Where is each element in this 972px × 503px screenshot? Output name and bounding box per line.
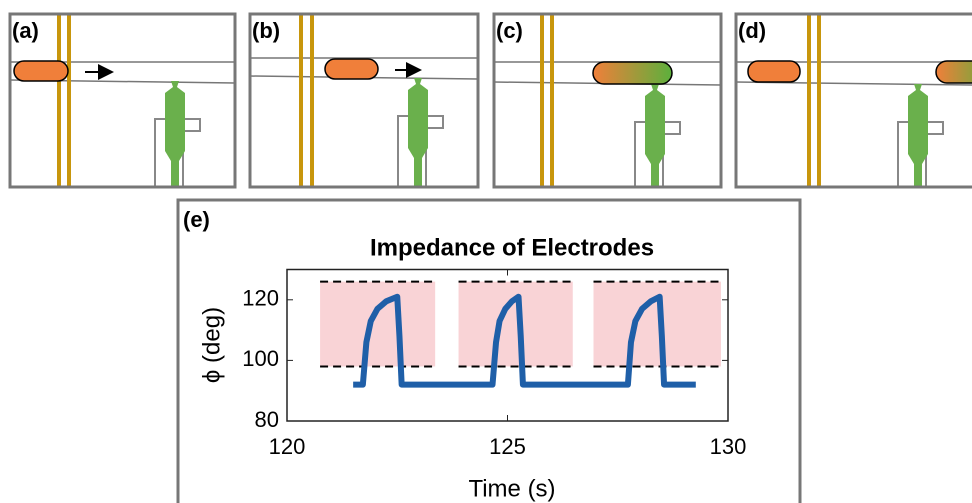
chart-title: Impedance of Electrodes xyxy=(370,234,654,261)
x-tick-label: 130 xyxy=(710,434,747,459)
panel-d xyxy=(736,14,972,187)
panel-frame xyxy=(8,12,237,189)
panel-label: (d) xyxy=(738,18,766,43)
y-tick-label: 100 xyxy=(242,346,279,371)
panel-label: (e) xyxy=(183,207,210,232)
x-axis-label: Time (s) xyxy=(468,475,555,502)
panel-label: (a) xyxy=(12,18,39,43)
shaded-region xyxy=(320,281,436,367)
data-line xyxy=(353,293,696,388)
panel-frame xyxy=(248,12,480,189)
panel-label: (c) xyxy=(496,18,523,43)
panel-frame xyxy=(734,12,972,189)
panel-frame xyxy=(492,12,723,189)
shaded-region xyxy=(458,281,573,367)
panel-c xyxy=(494,14,721,187)
y-tick-label: 120 xyxy=(242,286,279,311)
y-axis-label: ϕ (deg) xyxy=(198,307,225,383)
x-tick-label: 120 xyxy=(269,434,306,459)
y-tick-label: 80 xyxy=(255,407,279,432)
panel-frame xyxy=(176,198,802,503)
panel-a xyxy=(10,14,235,187)
panel-b xyxy=(250,14,478,187)
panel-label: (b) xyxy=(252,18,280,43)
x-tick-label: 125 xyxy=(489,434,526,459)
shaded-region xyxy=(593,281,721,367)
